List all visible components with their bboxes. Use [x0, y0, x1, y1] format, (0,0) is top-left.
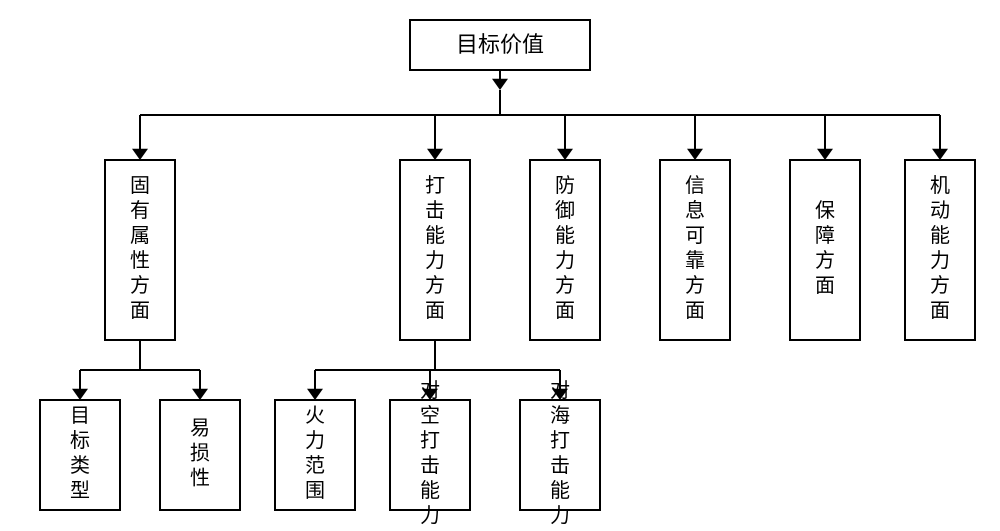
- node-label: 击: [550, 454, 570, 477]
- node-c1: 目标类型: [40, 400, 120, 510]
- node-label: 属: [130, 225, 150, 247]
- node-label: 面: [815, 275, 835, 297]
- node-label: 力: [425, 249, 445, 272]
- node-label: 息: [685, 199, 705, 222]
- node-label: 空: [420, 404, 440, 427]
- node-b1: 固有属性方面: [105, 160, 175, 340]
- node-label: 力: [305, 429, 325, 452]
- node-label: 能: [930, 224, 950, 247]
- node-label: 标: [70, 429, 90, 452]
- node-label: 动: [930, 199, 950, 222]
- node-label: 方: [930, 274, 950, 297]
- node-label: 目: [70, 405, 90, 427]
- node-label: 击: [420, 454, 440, 477]
- node-label: 类: [70, 454, 90, 477]
- node-label: 面: [130, 300, 150, 322]
- node-label: 性: [130, 249, 150, 272]
- node-label: 火: [305, 405, 325, 427]
- node-label: 打: [425, 174, 445, 197]
- node-label: 对: [420, 379, 440, 402]
- node-label: 方: [425, 274, 445, 297]
- node-label: 有: [130, 199, 150, 222]
- node-label: 靠: [685, 249, 705, 272]
- node-label: 方: [130, 274, 150, 297]
- node-label: 力: [550, 504, 570, 527]
- node-label: 力: [555, 249, 575, 272]
- node-label: 保: [815, 199, 835, 222]
- node-label: 能: [420, 479, 440, 502]
- node-label: 面: [555, 300, 575, 322]
- node-label: 损: [190, 442, 210, 465]
- node-label: 目标价值: [456, 32, 544, 57]
- node-root: 目标价值: [410, 20, 590, 70]
- node-label: 方: [815, 249, 835, 272]
- node-label: 能: [555, 224, 575, 247]
- node-c2: 易损性: [160, 400, 240, 510]
- node-label: 固: [130, 175, 150, 197]
- node-b5: 保障方面: [790, 160, 860, 340]
- node-label: 能: [550, 479, 570, 502]
- node-label: 力: [930, 249, 950, 272]
- node-label: 御: [555, 199, 575, 222]
- node-label: 面: [930, 300, 950, 322]
- node-label: 围: [305, 480, 325, 502]
- node-label: 打: [420, 429, 440, 452]
- node-label: 型: [70, 479, 90, 502]
- node-c4: 对空打击能力: [390, 379, 470, 527]
- nodes-layer: 目标价值固有属性方面打击能力方面防御能力方面信息可靠方面保障方面机动能力方面目标…: [40, 20, 975, 527]
- node-b6: 机动能力方面: [905, 160, 975, 340]
- tree-diagram: 目标价值固有属性方面打击能力方面防御能力方面信息可靠方面保障方面机动能力方面目标…: [0, 0, 1000, 531]
- node-b4: 信息可靠方面: [660, 160, 730, 340]
- node-label: 打: [550, 429, 570, 452]
- node-label: 信: [685, 174, 705, 197]
- node-b3: 防御能力方面: [530, 160, 600, 340]
- node-b2: 打击能力方面: [400, 160, 470, 340]
- node-label: 力: [420, 504, 440, 527]
- node-label: 障: [815, 224, 835, 247]
- node-label: 对: [550, 379, 570, 402]
- node-label: 方: [685, 274, 705, 297]
- node-label: 击: [425, 199, 445, 222]
- node-label: 能: [425, 224, 445, 247]
- node-label: 机: [930, 174, 950, 197]
- node-c3: 火力范围: [275, 400, 355, 510]
- node-label: 易: [190, 418, 210, 440]
- node-c5: 对海打击能力: [520, 379, 600, 527]
- node-label: 可: [685, 225, 705, 247]
- node-label: 防: [555, 174, 575, 197]
- node-label: 面: [425, 300, 445, 322]
- node-label: 面: [685, 300, 705, 322]
- node-label: 方: [555, 274, 575, 297]
- node-label: 范: [305, 454, 325, 477]
- node-label: 海: [550, 404, 570, 427]
- node-label: 性: [190, 467, 210, 490]
